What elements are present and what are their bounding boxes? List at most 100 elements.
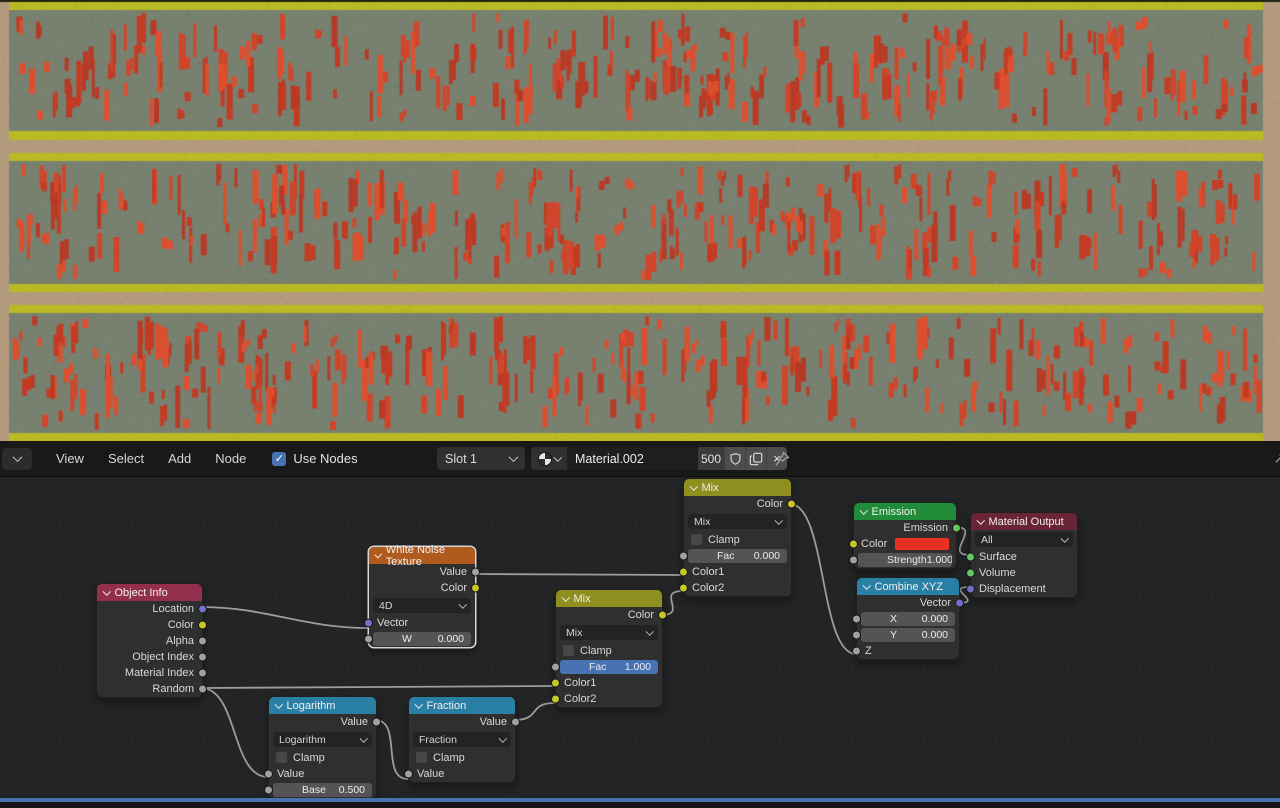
collapse-chevron-icon[interactable]	[561, 593, 570, 601]
combine-xyz-vector-socket[interactable]	[955, 598, 964, 608]
material-users-count-button[interactable]: 500	[698, 447, 724, 470]
node-logarithm[interactable]: Logarithm Value Logarithm Clamp Value Base 0.5…	[264, 696, 381, 799]
white-noise-texture-vector-socket[interactable]	[364, 618, 373, 628]
node-header-mix-upper[interactable]: Mix	[684, 479, 791, 496]
mix-upper-color1-socket[interactable]	[679, 567, 688, 577]
node-mix-upper[interactable]: Mix Color Mix Clamp Fac 0.000 Color1 Color2	[679, 478, 796, 597]
node-material-output[interactable]: Material Output All Surface Volume Displacem…	[966, 512, 1078, 598]
fraction-value-socket[interactable]	[511, 717, 520, 727]
select-menu[interactable]: Select	[107, 451, 145, 466]
combine-xyz-x-slider[interactable]: X 0.000	[861, 612, 955, 626]
emission-color-socket[interactable]	[849, 539, 858, 549]
collapse-chevron-icon[interactable]	[689, 482, 698, 490]
fake-user-button[interactable]	[724, 447, 745, 470]
mix-lower-select-dropdown[interactable]: Mix	[560, 625, 658, 640]
node-header-logarithm[interactable]: Logarithm	[269, 697, 376, 714]
collapse-chevron-icon[interactable]	[976, 516, 985, 524]
checkbox-label: Clamp	[708, 533, 740, 546]
mix-lower-color-socket[interactable]	[658, 610, 667, 620]
node-mix-lower[interactable]: Mix Color Mix Clamp Fac 1.000 Color1 Color2	[551, 589, 667, 708]
mix-lower-color1-socket[interactable]	[551, 678, 560, 688]
object-info-material-index-socket[interactable]	[198, 668, 207, 678]
node-combine-xyz[interactable]: Combine XYZ Vector X 0.000 Y 0.000 Z	[852, 577, 964, 660]
material-output-select-dropdown[interactable]: All	[975, 532, 1073, 547]
material-output-volume-socket[interactable]	[966, 568, 975, 578]
node-header-material-output[interactable]: Material Output	[971, 513, 1077, 530]
fraction-value-socket[interactable]	[404, 769, 413, 779]
object-info-random-socket[interactable]	[198, 684, 207, 694]
mix-upper-color-socket[interactable]	[787, 499, 796, 509]
new-material-button[interactable]	[745, 447, 766, 470]
mix-lower-fac-slider[interactable]: Fac 1.000	[560, 660, 658, 674]
fraction-select-dropdown[interactable]: Fraction	[413, 732, 511, 747]
collapse-chevron-icon[interactable]	[862, 581, 871, 589]
corner-arrow-icon[interactable]: ↗	[1273, 450, 1280, 467]
mix-lower-color2-socket[interactable]	[551, 694, 560, 704]
node-title: Combine XYZ	[874, 580, 943, 593]
node-header-mix-lower[interactable]: Mix	[556, 590, 662, 607]
object-info-object-index-socket[interactable]	[198, 652, 207, 662]
node-header-combine-xyz[interactable]: Combine XYZ	[857, 578, 959, 595]
mix-upper-color2-socket[interactable]	[679, 583, 688, 593]
white-noise-texture-w-slider[interactable]: W 0.000	[373, 632, 471, 646]
view-menu[interactable]: View	[56, 451, 84, 466]
combine-xyz-y-slider[interactable]: Y 0.000	[861, 628, 955, 642]
emission-color-swatch[interactable]	[895, 538, 949, 550]
logarithm-select-dropdown[interactable]: Logarithm	[273, 732, 372, 747]
combine-xyz-x-socket[interactable]	[852, 614, 861, 624]
emission-emission-socket[interactable]	[952, 523, 961, 533]
emission-strength-slider[interactable]: Strength 1.000	[858, 553, 952, 567]
pin-button[interactable]	[773, 450, 791, 473]
white-noise-texture-w-socket[interactable]	[364, 634, 373, 644]
fraction-clamp-checkbox[interactable]: Clamp	[409, 749, 515, 766]
editor-type-dropdown[interactable]	[2, 447, 32, 470]
use-nodes-checkbox[interactable]: ✓ Use Nodes	[272, 451, 358, 466]
unlink-material-button[interactable]: ×	[766, 447, 787, 470]
mix-upper-fac-socket[interactable]	[679, 551, 688, 561]
chevron-down-icon	[498, 734, 507, 742]
render-preview-viewport[interactable]	[0, 0, 1280, 441]
logarithm-base-socket[interactable]	[264, 785, 273, 795]
combine-xyz-z-socket[interactable]	[852, 646, 861, 656]
node-menu[interactable]: Node	[215, 451, 247, 466]
material-output-displacement-socket[interactable]	[966, 584, 975, 594]
logarithm-base-slider[interactable]: Base 0.500	[273, 783, 372, 797]
mix-upper-fac-slider[interactable]: Fac 0.000	[688, 549, 787, 563]
node-header-object-info[interactable]: Object Info	[97, 584, 202, 601]
mix-lower-fac-socket[interactable]	[551, 662, 560, 672]
logarithm-clamp-checkbox[interactable]: Clamp	[269, 749, 376, 766]
collapse-chevron-icon[interactable]	[859, 506, 868, 514]
object-info-color-socket[interactable]	[198, 620, 207, 630]
combine-xyz-y-socket[interactable]	[852, 630, 861, 640]
white-noise-texture-select-dropdown[interactable]: 4D	[373, 598, 471, 613]
white-noise-texture-color-socket[interactable]	[471, 583, 480, 593]
object-info-location-socket[interactable]	[198, 604, 207, 614]
add-menu[interactable]: Add	[168, 451, 192, 466]
shader-node-editor[interactable]: Object Info Location Color Alpha Object Inde…	[0, 477, 1280, 799]
node-header-emission[interactable]: Emission	[854, 503, 956, 520]
collapse-chevron-icon[interactable]	[414, 700, 423, 708]
material-output-surface-socket[interactable]	[966, 552, 975, 562]
use-nodes-label: Use Nodes	[293, 451, 358, 466]
node-white-noise-texture[interactable]: White Noise Texture Value Color 4D Vector W 0.…	[364, 544, 480, 648]
material-name-field[interactable]: Material.002	[567, 447, 698, 470]
node-emission[interactable]: Emission Emission Color Strength 1.000	[849, 502, 961, 569]
editor-bottom-border[interactable]	[0, 798, 1280, 802]
logarithm-value-socket[interactable]	[264, 769, 273, 779]
mix-upper-clamp-checkbox[interactable]: Clamp	[684, 531, 791, 548]
logarithm-value-socket[interactable]	[372, 717, 381, 727]
node-header-white-noise-texture[interactable]: White Noise Texture	[369, 544, 475, 568]
emission-strength-socket[interactable]	[849, 555, 858, 565]
white-noise-texture-value-socket[interactable]	[471, 567, 480, 577]
collapse-chevron-icon[interactable]	[274, 700, 283, 708]
node-fraction[interactable]: Fraction Value Fraction Clamp Value	[404, 696, 520, 783]
collapse-chevron-icon[interactable]	[102, 587, 111, 595]
browse-material-button[interactable]	[531, 447, 567, 470]
material-slot-dropdown[interactable]: Slot 1	[437, 447, 525, 470]
mix-lower-clamp-checkbox[interactable]: Clamp	[556, 642, 662, 659]
node-header-fraction[interactable]: Fraction	[409, 697, 515, 714]
collapse-chevron-icon[interactable]	[374, 550, 383, 558]
mix-upper-select-dropdown[interactable]: Mix	[688, 514, 787, 529]
node-object-info[interactable]: Object Info Location Color Alpha Object Inde…	[96, 583, 207, 698]
object-info-alpha-socket[interactable]	[198, 636, 207, 646]
